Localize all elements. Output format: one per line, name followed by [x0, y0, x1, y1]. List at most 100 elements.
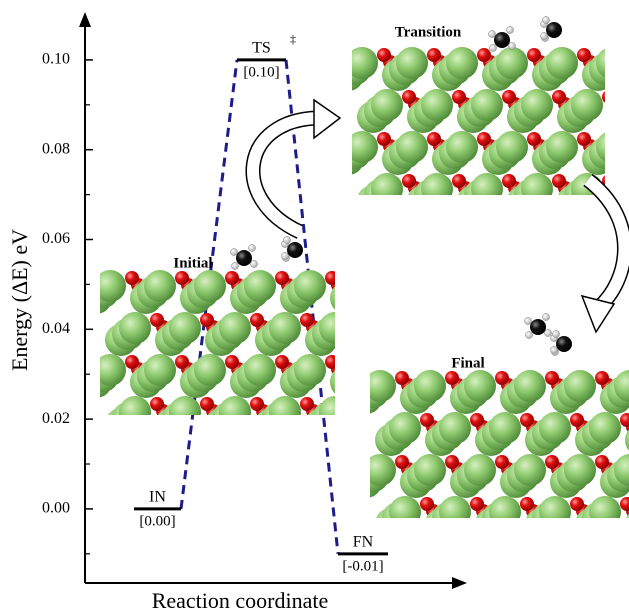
oxygen-atom [407, 553, 421, 567]
oxygen-atom [350, 313, 364, 327]
y-tick-label: 0.04 [42, 320, 70, 337]
oxygen-atom [377, 216, 391, 230]
oxygen-atom [620, 497, 629, 511]
metal-atom [369, 312, 401, 344]
metal-atom [496, 131, 528, 163]
oxygen-atom [570, 413, 584, 427]
oxygen-atom [445, 539, 459, 553]
oxygen-atom [356, 320, 370, 334]
metal-atom [237, 444, 269, 476]
metal-atom [364, 454, 396, 486]
metal-atom [414, 538, 446, 570]
metal-atom [344, 270, 376, 302]
metal-atom [389, 221, 421, 253]
oxygen-atom [250, 397, 264, 411]
oxygen-atom [187, 453, 201, 467]
metal-atom [439, 221, 471, 253]
oxygen-atom [614, 104, 628, 118]
oxygen-atom [595, 455, 609, 469]
oxygen-atom [545, 539, 559, 553]
hydrogen-atom [231, 249, 238, 256]
hydrogen-atom [509, 43, 516, 50]
oxygen-atom [507, 553, 521, 567]
y-axis-arrow [79, 12, 91, 27]
oxygen-atom [495, 371, 509, 385]
metal-atom [330, 450, 362, 482]
metal-atom [144, 270, 176, 302]
carbon-atom [236, 250, 252, 266]
oxygen-atom [470, 497, 484, 511]
value-label: [0.10] [243, 64, 279, 80]
metal-atom [500, 550, 532, 582]
metal-atom [389, 412, 421, 444]
y-tick-label: 0.08 [42, 140, 70, 157]
oxygen-atom [620, 413, 629, 427]
metal-atom [546, 215, 578, 247]
oxygen-atom [175, 271, 189, 285]
metal-atom [194, 270, 226, 302]
oxygen-atom [470, 413, 484, 427]
crystal [350, 370, 629, 582]
oxygen-atom [200, 313, 214, 327]
metal-atom [119, 312, 151, 344]
oxygen-atom [400, 313, 414, 327]
oxygen-atom [137, 453, 151, 467]
metal-atom [319, 312, 351, 344]
oxygen-atom [175, 439, 189, 453]
level-name: IN [149, 489, 166, 506]
oxygen-atom [395, 371, 409, 385]
oxygen-atom [402, 90, 416, 104]
hydrogen-atom [507, 27, 514, 34]
metal-atom [550, 550, 582, 582]
oxygen-atom [570, 497, 584, 511]
oxygen-atom [527, 48, 541, 62]
oxygen-atom [401, 546, 415, 560]
oxygen-atom [150, 397, 164, 411]
oxygen-atom [125, 271, 139, 285]
oxygen-atom [287, 453, 301, 467]
metal-atom [194, 354, 226, 386]
oxygen-atom [300, 397, 314, 411]
metal-atom [489, 221, 521, 253]
metal-atom [489, 496, 521, 528]
metal-atom [514, 538, 546, 570]
ts-symbol: ‡ [290, 32, 296, 46]
metal-atom [194, 438, 226, 470]
oxygen-atom [483, 223, 497, 237]
oxygen-atom [595, 371, 609, 385]
oxygen-atom [275, 439, 289, 453]
oxygen-atom [595, 539, 609, 553]
metal-atom [346, 215, 378, 247]
metal-atom [589, 412, 621, 444]
carbon-atom [287, 242, 303, 258]
metal-atom [432, 227, 464, 259]
metal-atom [621, 173, 629, 205]
metal-atom [119, 396, 151, 428]
oxygen-atom [557, 553, 571, 567]
oxygen-atom [477, 132, 491, 146]
metal-atom [564, 454, 596, 486]
oxygen-atom [402, 174, 416, 188]
metal-atom [446, 215, 478, 247]
metal-atom [539, 496, 571, 528]
oxygen-atom [608, 97, 622, 111]
metal-atom [439, 496, 471, 528]
oxygen-atom [539, 230, 553, 244]
oxygen-atom [237, 453, 251, 467]
oxygen-atom [377, 48, 391, 62]
metal-atom [514, 454, 546, 486]
hydrogen-atom [545, 330, 552, 337]
hydrogen-atom [553, 331, 560, 338]
metal-atom [596, 131, 628, 163]
metal-atom [355, 324, 387, 356]
metal-atom [169, 312, 201, 344]
hydrogen-atom [543, 314, 550, 321]
oxygen-atom [451, 546, 465, 560]
oxygen-atom [125, 439, 139, 453]
oxygen-atom [250, 313, 264, 327]
oxygen-atom [433, 223, 447, 237]
oxygen-atom [325, 355, 339, 369]
oxygen-atom [375, 355, 389, 369]
metal-atom [539, 412, 571, 444]
oxygen-atom [520, 413, 534, 427]
